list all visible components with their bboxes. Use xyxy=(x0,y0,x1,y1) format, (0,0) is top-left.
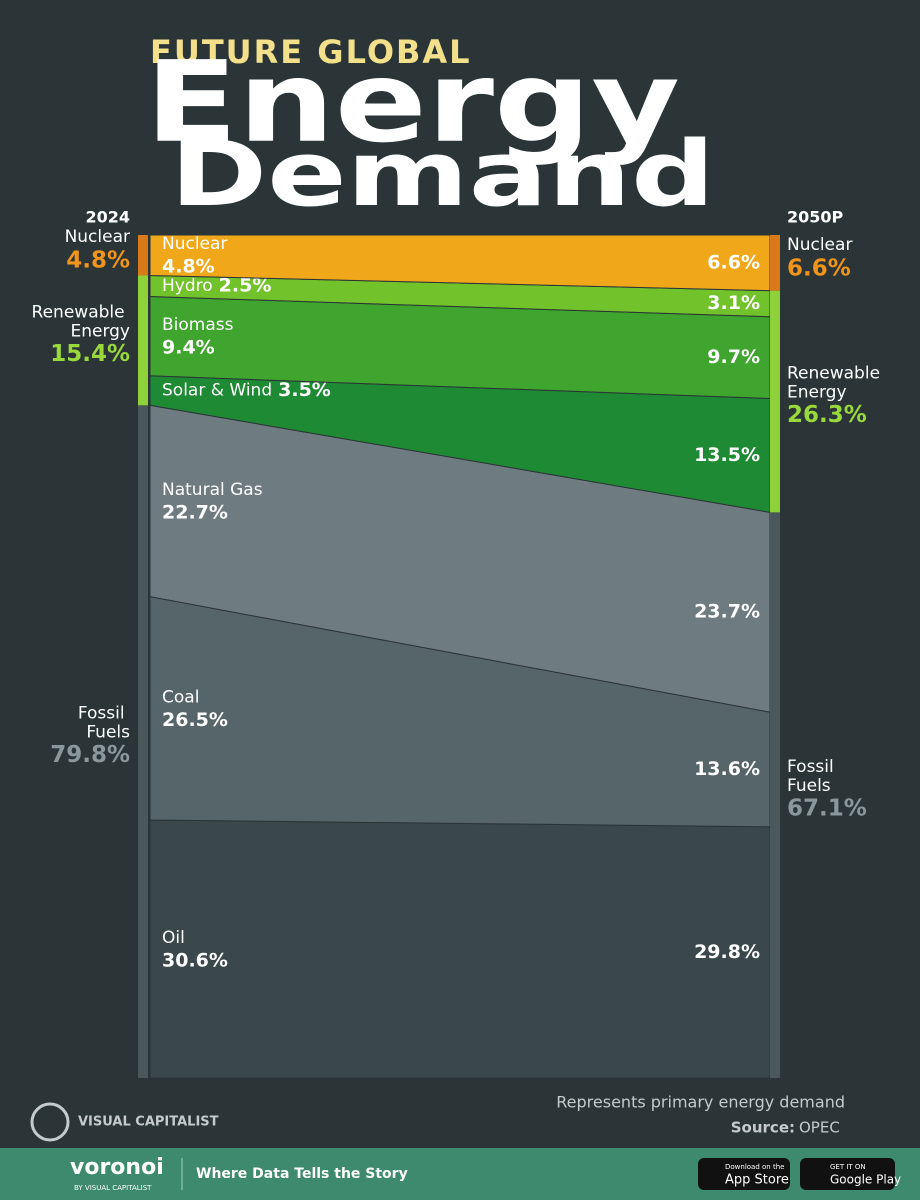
group-bar xyxy=(138,235,148,276)
title-line-1: Energy xyxy=(145,38,680,168)
value-label: 30.6% xyxy=(162,950,228,972)
group-value: 4.8% xyxy=(66,248,130,274)
series-label: Hydro xyxy=(162,276,213,296)
brand: voronoi xyxy=(70,1155,164,1180)
group-value: 67.1% xyxy=(787,796,867,822)
group-value: 26.3% xyxy=(787,402,867,428)
series-label: Coal xyxy=(162,687,199,707)
value-label: 23.7% xyxy=(694,601,760,623)
source-label: Source: xyxy=(731,1119,795,1137)
group-bar xyxy=(770,512,780,1078)
tagline: Where Data Tells the Story xyxy=(196,1166,408,1182)
kicker: FUTURE GLOBAL xyxy=(150,33,472,71)
value-label: 29.8% xyxy=(694,941,760,963)
year-label: 2050P xyxy=(787,208,844,227)
group-label: Fossil Fuels xyxy=(78,704,130,743)
logo-icon xyxy=(30,1102,70,1142)
series-label: Biomass xyxy=(162,315,234,335)
group-value: 79.8% xyxy=(50,742,130,768)
description: Represents primary energy demand xyxy=(556,1093,845,1112)
group-value: 6.6% xyxy=(787,255,851,281)
google-play-badge[interactable] xyxy=(800,1158,895,1190)
value-label: 13.6% xyxy=(694,758,760,780)
series-label: Solar & Wind xyxy=(162,381,272,401)
value-label: 9.7% xyxy=(707,346,760,368)
play: Google Play xyxy=(830,1173,901,1187)
series-label: Oil xyxy=(162,928,185,948)
brand-sub: BY VISUAL CAPITALIST xyxy=(74,1184,152,1192)
logo: VISUAL CAPITALIST xyxy=(78,1115,219,1130)
app-store-small: Download on the xyxy=(725,1163,784,1171)
value-label: 3.1% xyxy=(707,292,760,314)
group-label: Nuclear xyxy=(65,227,130,247)
play-small: GET IT ON xyxy=(830,1163,866,1171)
group-label: Nuclear xyxy=(787,235,852,255)
value-label: 3.5% xyxy=(278,379,331,401)
group-bar xyxy=(770,235,780,291)
series-label: Natural Gas xyxy=(162,480,263,500)
group-value: 15.4% xyxy=(50,341,130,367)
group-bar xyxy=(138,275,148,406)
app-store-badge[interactable] xyxy=(698,1158,790,1190)
value-label: 4.8% xyxy=(162,256,215,278)
group-label: Fossil Fuels xyxy=(787,757,839,796)
group-bar xyxy=(138,405,148,1078)
value-label: 26.5% xyxy=(162,709,228,731)
year-label: 2024 xyxy=(85,208,130,227)
value-label: 2.5% xyxy=(219,275,272,297)
area xyxy=(149,819,771,1079)
title-line-2: Demand xyxy=(170,122,715,227)
source: OPEC xyxy=(799,1119,840,1137)
group-label: Renewable Energy xyxy=(787,363,885,402)
app-store: App Store xyxy=(725,1173,789,1188)
value-label: 13.5% xyxy=(694,444,760,466)
value-label: 22.7% xyxy=(162,501,228,523)
series-label: Nuclear xyxy=(162,234,227,254)
value-label: 9.4% xyxy=(162,337,215,359)
group-bar xyxy=(770,290,780,513)
value-label: 6.6% xyxy=(707,251,760,273)
group-label: Renewable Energy xyxy=(32,302,130,341)
